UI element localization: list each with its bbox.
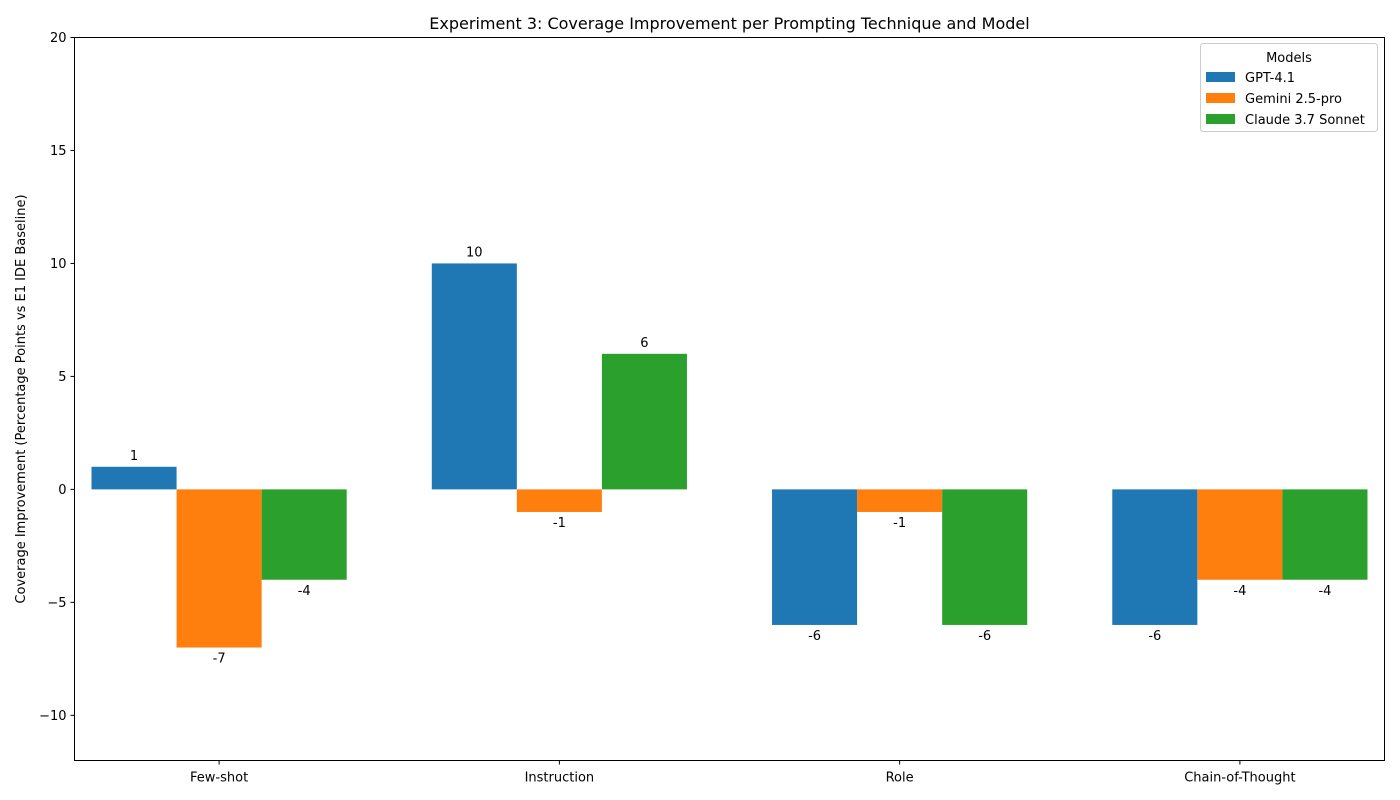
bar-value-label: 1	[130, 449, 138, 464]
legend-swatch	[1206, 93, 1235, 103]
y-tick-label: 0	[58, 483, 66, 498]
y-tick-label: 20	[50, 31, 67, 46]
bar-value-label: 6	[640, 336, 648, 351]
legend-swatch	[1206, 72, 1235, 82]
x-tick-label: Instruction	[525, 771, 595, 786]
legend-title: Models	[1266, 51, 1312, 66]
bar-value-label: -6	[1148, 629, 1161, 644]
y-tick-label: −10	[39, 709, 66, 724]
legend-label: Claude 3.7 Sonnet	[1245, 113, 1365, 128]
y-tick-label: 15	[50, 144, 67, 159]
bar-gemini-2-5-pro-chain-of-thought	[1197, 489, 1283, 580]
bar-claude-3-7-sonnet-role	[942, 489, 1028, 625]
y-axis-label: Coverage Improvement (Percentage Points …	[14, 194, 29, 603]
bar-labels-group: 1 10 -6 -6 -7 -1 -1 -4 -4 6 -6 -4	[130, 245, 1332, 666]
legend: Models GPT-4.1 Gemini 2.5-pro Claude 3.7 S…	[1200, 43, 1378, 132]
bar-gemini-2-5-pro-instruction	[516, 489, 602, 512]
bar-value-label: -6	[978, 629, 991, 644]
x-axis-ticks: Few-shot Instruction Role Chain-of-Thought	[190, 760, 1296, 786]
bar-value-label: -6	[808, 629, 821, 644]
bar-value-label: -4	[1318, 584, 1331, 599]
y-axis-ticks: −10 −5 0 5 10 15 20	[39, 31, 75, 724]
bar-gpt-4-1-role	[772, 489, 858, 625]
x-tick-label: Few-shot	[190, 771, 248, 786]
x-tick-label: Role	[886, 771, 914, 786]
bar-claude-3-7-sonnet-few-shot	[261, 489, 347, 580]
bar-claude-3-7-sonnet-chain-of-thought	[1282, 489, 1368, 580]
plot-area-frame	[74, 37, 1385, 761]
bar-value-label: -7	[213, 652, 226, 667]
bar-value-label: -4	[298, 584, 311, 599]
chart-title: Experiment 3: Coverage Improvement per P…	[429, 14, 1029, 33]
bar-gpt-4-1-instruction	[431, 263, 517, 490]
bar-value-label: -1	[893, 516, 906, 531]
bar-value-label: -1	[553, 516, 566, 531]
legend-label: Gemini 2.5-pro	[1245, 92, 1342, 107]
bar-value-label: 10	[466, 245, 483, 260]
y-tick-label: 5	[58, 370, 66, 385]
bar-value-label: -4	[1233, 584, 1246, 599]
y-tick-label: 10	[50, 257, 67, 272]
legend-swatch	[1206, 114, 1235, 124]
bar-claude-3-7-sonnet-instruction	[601, 353, 687, 490]
legend-label: GPT-4.1	[1245, 71, 1295, 86]
bars-group	[91, 263, 1368, 648]
bar-gemini-2-5-pro-role	[857, 489, 943, 512]
bar-gemini-2-5-pro-few-shot	[176, 489, 262, 648]
y-tick-label: −5	[47, 596, 66, 611]
bar-gpt-4-1-chain-of-thought	[1112, 489, 1198, 625]
legend-frame	[1200, 43, 1378, 132]
bar-gpt-4-1-few-shot	[91, 466, 177, 490]
x-tick-label: Chain-of-Thought	[1184, 771, 1295, 786]
